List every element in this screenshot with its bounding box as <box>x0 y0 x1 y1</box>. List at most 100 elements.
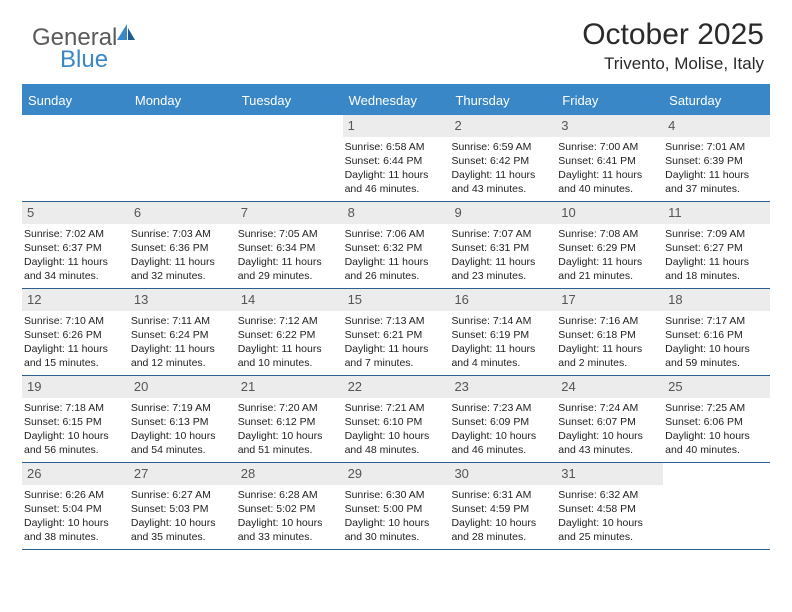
day-details: Sunrise: 7:02 AMSunset: 6:37 PMDaylight:… <box>22 224 129 287</box>
day-number: 9 <box>449 202 556 224</box>
calendar-day-cell: 17Sunrise: 7:16 AMSunset: 6:18 PMDayligh… <box>556 289 663 375</box>
day-details: Sunrise: 7:23 AMSunset: 6:09 PMDaylight:… <box>449 398 556 461</box>
day-number <box>236 115 343 137</box>
day-details: Sunrise: 7:08 AMSunset: 6:29 PMDaylight:… <box>556 224 663 287</box>
calendar-day-cell: 22Sunrise: 7:21 AMSunset: 6:10 PMDayligh… <box>343 376 450 462</box>
day-details: Sunrise: 6:30 AMSunset: 5:00 PMDaylight:… <box>343 485 450 548</box>
day-number: 30 <box>449 463 556 485</box>
calendar-day-cell: 18Sunrise: 7:17 AMSunset: 6:16 PMDayligh… <box>663 289 770 375</box>
weekday-header: Tuesday <box>236 86 343 115</box>
calendar-day-cell: 8Sunrise: 7:06 AMSunset: 6:32 PMDaylight… <box>343 202 450 288</box>
day-details: Sunrise: 7:03 AMSunset: 6:36 PMDaylight:… <box>129 224 236 287</box>
weekday-header: Sunday <box>22 86 129 115</box>
weekday-header: Saturday <box>663 86 770 115</box>
calendar-day-cell: 25Sunrise: 7:25 AMSunset: 6:06 PMDayligh… <box>663 376 770 462</box>
calendar-day-cell: 20Sunrise: 7:19 AMSunset: 6:13 PMDayligh… <box>129 376 236 462</box>
day-number: 27 <box>129 463 236 485</box>
day-number: 13 <box>129 289 236 311</box>
day-number: 19 <box>22 376 129 398</box>
calendar-day-cell: 9Sunrise: 7:07 AMSunset: 6:31 PMDaylight… <box>449 202 556 288</box>
day-details: Sunrise: 7:13 AMSunset: 6:21 PMDaylight:… <box>343 311 450 374</box>
calendar-day-cell: 19Sunrise: 7:18 AMSunset: 6:15 PMDayligh… <box>22 376 129 462</box>
day-details: Sunrise: 7:10 AMSunset: 6:26 PMDaylight:… <box>22 311 129 374</box>
day-number: 7 <box>236 202 343 224</box>
day-number: 26 <box>22 463 129 485</box>
day-details: Sunrise: 7:16 AMSunset: 6:18 PMDaylight:… <box>556 311 663 374</box>
day-details: Sunrise: 7:25 AMSunset: 6:06 PMDaylight:… <box>663 398 770 461</box>
calendar-day-cell: 28Sunrise: 6:28 AMSunset: 5:02 PMDayligh… <box>236 463 343 549</box>
day-number <box>22 115 129 137</box>
day-number: 4 <box>663 115 770 137</box>
calendar-day-cell <box>22 115 129 201</box>
day-details: Sunrise: 6:58 AMSunset: 6:44 PMDaylight:… <box>343 137 450 200</box>
day-details: Sunrise: 7:21 AMSunset: 6:10 PMDaylight:… <box>343 398 450 461</box>
day-number: 25 <box>663 376 770 398</box>
calendar-week-row: 12Sunrise: 7:10 AMSunset: 6:26 PMDayligh… <box>22 289 770 376</box>
day-details: Sunrise: 7:07 AMSunset: 6:31 PMDaylight:… <box>449 224 556 287</box>
day-details: Sunrise: 6:32 AMSunset: 4:58 PMDaylight:… <box>556 485 663 548</box>
calendar-grid: SundayMondayTuesdayWednesdayThursdayFrid… <box>22 84 770 550</box>
logo-sail-icon <box>115 22 137 49</box>
day-number: 10 <box>556 202 663 224</box>
day-number: 29 <box>343 463 450 485</box>
day-details: Sunrise: 7:01 AMSunset: 6:39 PMDaylight:… <box>663 137 770 200</box>
location-subtitle: Trivento, Molise, Italy <box>22 54 764 74</box>
calendar-day-cell: 30Sunrise: 6:31 AMSunset: 4:59 PMDayligh… <box>449 463 556 549</box>
day-number: 8 <box>343 202 450 224</box>
day-number: 31 <box>556 463 663 485</box>
day-number <box>663 463 770 485</box>
day-details: Sunrise: 6:59 AMSunset: 6:42 PMDaylight:… <box>449 137 556 200</box>
day-number: 2 <box>449 115 556 137</box>
day-details: Sunrise: 7:24 AMSunset: 6:07 PMDaylight:… <box>556 398 663 461</box>
day-details: Sunrise: 6:26 AMSunset: 5:04 PMDaylight:… <box>22 485 129 548</box>
calendar-day-cell <box>236 115 343 201</box>
weekday-header: Friday <box>556 86 663 115</box>
day-details: Sunrise: 7:19 AMSunset: 6:13 PMDaylight:… <box>129 398 236 461</box>
calendar-day-cell: 26Sunrise: 6:26 AMSunset: 5:04 PMDayligh… <box>22 463 129 549</box>
day-number: 18 <box>663 289 770 311</box>
weekday-header-row: SundayMondayTuesdayWednesdayThursdayFrid… <box>22 86 770 115</box>
calendar-week-row: 5Sunrise: 7:02 AMSunset: 6:37 PMDaylight… <box>22 202 770 289</box>
calendar-day-cell: 15Sunrise: 7:13 AMSunset: 6:21 PMDayligh… <box>343 289 450 375</box>
day-number: 11 <box>663 202 770 224</box>
day-number: 22 <box>343 376 450 398</box>
day-number: 17 <box>556 289 663 311</box>
day-details: Sunrise: 7:11 AMSunset: 6:24 PMDaylight:… <box>129 311 236 374</box>
calendar-day-cell: 21Sunrise: 7:20 AMSunset: 6:12 PMDayligh… <box>236 376 343 462</box>
day-details: Sunrise: 6:31 AMSunset: 4:59 PMDaylight:… <box>449 485 556 548</box>
calendar-day-cell: 16Sunrise: 7:14 AMSunset: 6:19 PMDayligh… <box>449 289 556 375</box>
day-number: 16 <box>449 289 556 311</box>
day-details: Sunrise: 7:18 AMSunset: 6:15 PMDaylight:… <box>22 398 129 461</box>
weekday-header: Thursday <box>449 86 556 115</box>
day-details: Sunrise: 6:28 AMSunset: 5:02 PMDaylight:… <box>236 485 343 548</box>
calendar-day-cell: 4Sunrise: 7:01 AMSunset: 6:39 PMDaylight… <box>663 115 770 201</box>
calendar-day-cell: 11Sunrise: 7:09 AMSunset: 6:27 PMDayligh… <box>663 202 770 288</box>
brand-logo: General Blue <box>32 24 137 52</box>
calendar-day-cell: 31Sunrise: 6:32 AMSunset: 4:58 PMDayligh… <box>556 463 663 549</box>
day-number: 28 <box>236 463 343 485</box>
calendar-day-cell: 29Sunrise: 6:30 AMSunset: 5:00 PMDayligh… <box>343 463 450 549</box>
day-number <box>129 115 236 137</box>
calendar-day-cell: 7Sunrise: 7:05 AMSunset: 6:34 PMDaylight… <box>236 202 343 288</box>
calendar-day-cell: 14Sunrise: 7:12 AMSunset: 6:22 PMDayligh… <box>236 289 343 375</box>
weekday-header: Wednesday <box>343 86 450 115</box>
calendar-day-cell: 3Sunrise: 7:00 AMSunset: 6:41 PMDaylight… <box>556 115 663 201</box>
calendar-week-row: 1Sunrise: 6:58 AMSunset: 6:44 PMDaylight… <box>22 115 770 202</box>
calendar-day-cell: 27Sunrise: 6:27 AMSunset: 5:03 PMDayligh… <box>129 463 236 549</box>
calendar-day-cell: 10Sunrise: 7:08 AMSunset: 6:29 PMDayligh… <box>556 202 663 288</box>
calendar-day-cell: 6Sunrise: 7:03 AMSunset: 6:36 PMDaylight… <box>129 202 236 288</box>
calendar-day-cell: 12Sunrise: 7:10 AMSunset: 6:26 PMDayligh… <box>22 289 129 375</box>
calendar-week-row: 26Sunrise: 6:26 AMSunset: 5:04 PMDayligh… <box>22 463 770 550</box>
calendar-day-cell: 24Sunrise: 7:24 AMSunset: 6:07 PMDayligh… <box>556 376 663 462</box>
day-details: Sunrise: 7:06 AMSunset: 6:32 PMDaylight:… <box>343 224 450 287</box>
calendar-week-row: 19Sunrise: 7:18 AMSunset: 6:15 PMDayligh… <box>22 376 770 463</box>
calendar-day-cell: 1Sunrise: 6:58 AMSunset: 6:44 PMDaylight… <box>343 115 450 201</box>
day-number: 21 <box>236 376 343 398</box>
day-number: 23 <box>449 376 556 398</box>
day-number: 1 <box>343 115 450 137</box>
day-number: 6 <box>129 202 236 224</box>
day-details: Sunrise: 6:27 AMSunset: 5:03 PMDaylight:… <box>129 485 236 548</box>
day-details: Sunrise: 7:17 AMSunset: 6:16 PMDaylight:… <box>663 311 770 374</box>
day-details: Sunrise: 7:12 AMSunset: 6:22 PMDaylight:… <box>236 311 343 374</box>
day-details: Sunrise: 7:00 AMSunset: 6:41 PMDaylight:… <box>556 137 663 200</box>
